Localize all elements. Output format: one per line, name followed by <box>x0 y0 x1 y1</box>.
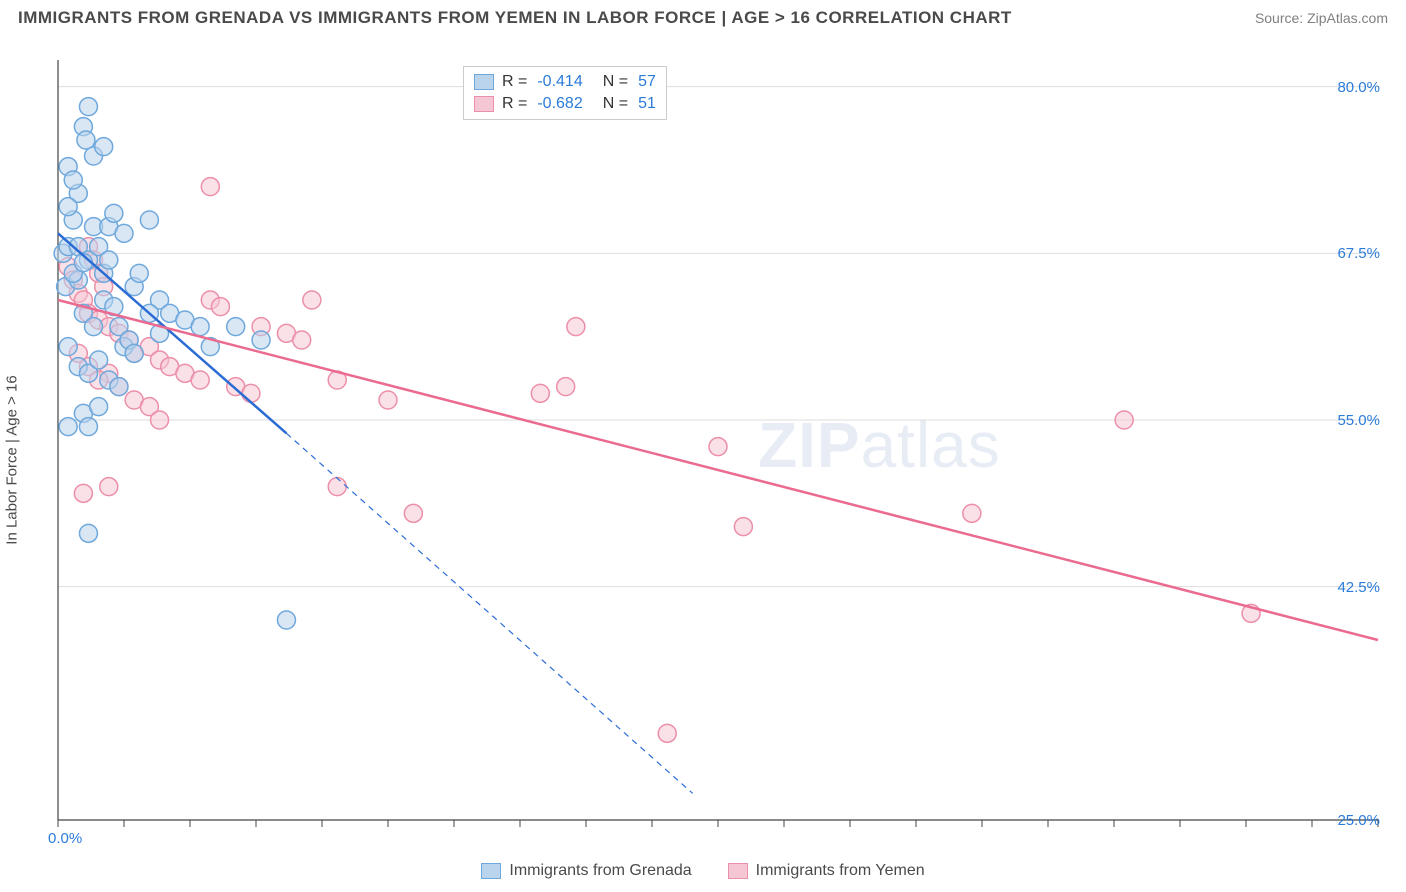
correlation-legend: R =-0.414 N =57 R =-0.682 N =51 <box>463 66 667 120</box>
swatch-icon <box>474 96 494 112</box>
y-tick-label: 67.5% <box>1337 245 1380 262</box>
swatch-icon <box>728 863 748 879</box>
y-axis-label: In Labor Force | Age > 16 <box>4 375 21 544</box>
legend-item-yemen: Immigrants from Yemen <box>728 862 925 880</box>
scatter-plot-svg <box>18 38 1388 848</box>
swatch-icon <box>474 74 494 90</box>
y-tick-label: 42.5% <box>1337 579 1380 596</box>
y-tick-label: 55.0% <box>1337 412 1380 429</box>
y-tick-label: 80.0% <box>1337 79 1380 96</box>
y-tick-label: 25.0% <box>1337 812 1380 829</box>
legend-row-yemen: R =-0.682 N =51 <box>474 93 656 115</box>
x-tick-label: 0.0% <box>48 830 82 847</box>
legend-item-grenada: Immigrants from Grenada <box>481 862 691 880</box>
legend-row-grenada: R =-0.414 N =57 <box>474 71 656 93</box>
swatch-icon <box>481 863 501 879</box>
chart-title: IMMIGRANTS FROM GRENADA VS IMMIGRANTS FR… <box>18 8 1012 28</box>
chart-area: In Labor Force | Age > 16 ZIPatlas R =-0… <box>18 38 1388 882</box>
source-label: Source: ZipAtlas.com <box>1255 10 1388 26</box>
series-legend: Immigrants from Grenada Immigrants from … <box>18 862 1388 880</box>
